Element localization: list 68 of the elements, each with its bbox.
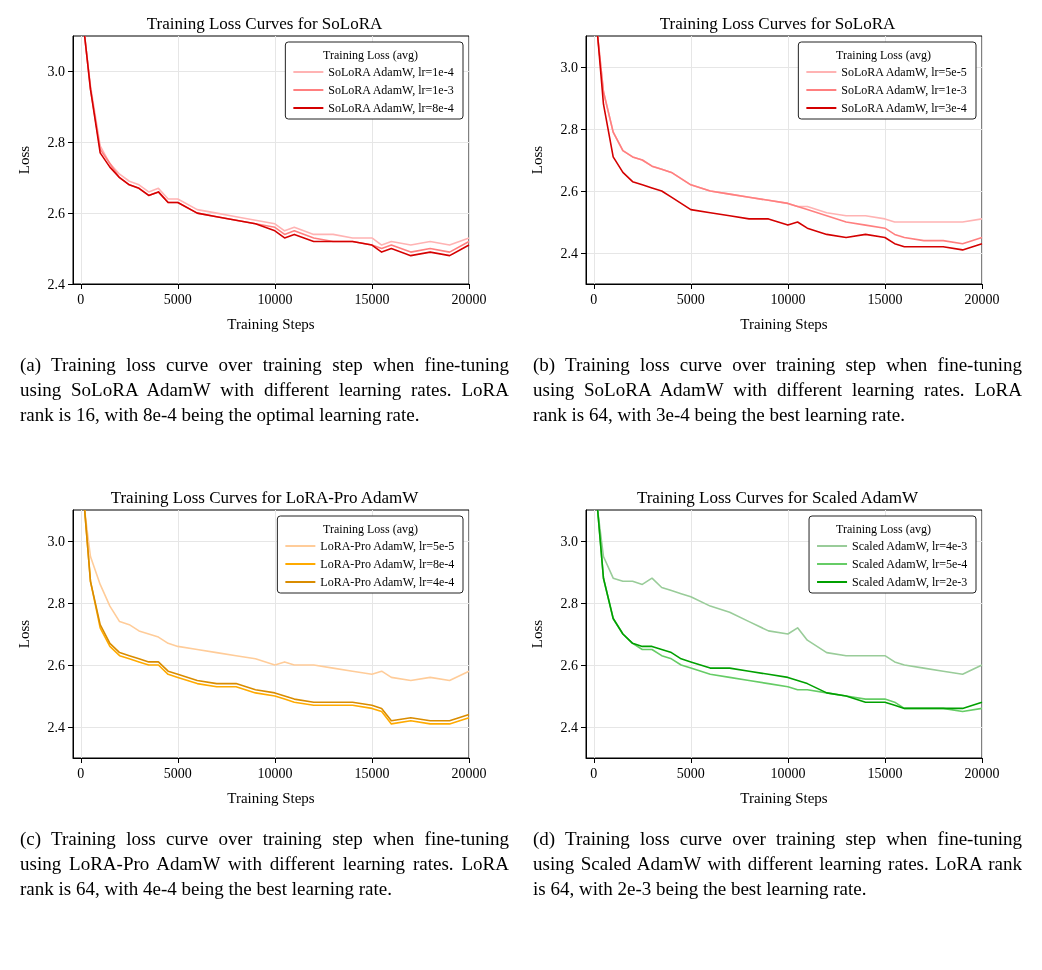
x-tick-label: 20000: [451, 291, 487, 307]
y-tick-label: 3.0: [560, 533, 578, 549]
x-tick-label: 15000: [867, 291, 903, 307]
x-tick-label: 10000: [770, 291, 806, 307]
legend-title: Training Loss (avg): [836, 48, 931, 62]
x-tick-label: 15000: [354, 765, 390, 781]
y-tick-label: 2.8: [560, 595, 578, 611]
x-axis-title: Training Steps: [227, 315, 315, 332]
x-tick-label: 20000: [964, 765, 1000, 781]
legend-title: Training Loss (avg): [323, 48, 418, 62]
chart-title: Training Loss Curves for Scaled AdamW: [636, 488, 920, 507]
x-tick-label: 0: [590, 291, 598, 307]
y-tick-label: 2.8: [560, 121, 578, 137]
x-tick-label: 10000: [257, 291, 293, 307]
chart-title: Training Loss Curves for SoLoRA: [146, 14, 383, 33]
text: (c) Training loss curve over training step when fine-tuning using LoRA-Pro AdamW with different learning rates. LoRA rank is 64, with 4e-4 being the best learning rate.: [20, 827, 509, 901]
y-tick-label: 2.4: [560, 719, 578, 735]
legend-label: SoLoRA AdamW, lr=1e-4: [328, 65, 454, 79]
legend-title: Training Loss (avg): [323, 522, 418, 536]
legend-label: SoLoRA AdamW, lr=1e-3: [841, 83, 967, 97]
x-tick-label: 20000: [451, 765, 487, 781]
legend-label: SoLoRA AdamW, lr=5e-5: [841, 65, 967, 79]
x-axis-title: Training Steps: [740, 789, 828, 806]
y-tick-label: 2.8: [47, 134, 65, 150]
legend-title: Training Loss (avg): [836, 522, 931, 536]
legend-label: SoLoRA AdamW, lr=8e-4: [328, 101, 454, 115]
x-tick-label: 15000: [354, 291, 390, 307]
y-tick-label: 3.0: [47, 63, 65, 79]
y-axis-title: Loss: [528, 619, 545, 649]
x-tick-label: 5000: [676, 765, 705, 781]
chart-title: Training Loss Curves for SoLoRA: [659, 14, 896, 33]
y-axis-title: Loss: [15, 145, 32, 175]
legend-label: LoRA-Pro AdamW, lr=4e-4: [320, 575, 455, 589]
x-tick-label: 5000: [163, 291, 192, 307]
text: (d) Training loss curve over training step when fine-tuning using Scaled AdamW with different learning rates. LoRA rank is 64, with 2e-3 being the best learning rate.: [533, 827, 1022, 901]
legend-label: Scaled AdamW, lr=2e-3: [852, 575, 968, 589]
y-tick-label: 2.6: [560, 183, 578, 199]
y-tick-label: 2.6: [560, 657, 578, 673]
x-tick-label: 5000: [163, 765, 192, 781]
y-tick-label: 2.4: [560, 245, 578, 261]
x-tick-label: 15000: [867, 765, 903, 781]
legend-label: Scaled AdamW, lr=5e-4: [852, 557, 968, 571]
x-axis-title: Training Steps: [740, 315, 828, 332]
x-tick-label: 10000: [770, 765, 806, 781]
x-tick-label: 0: [77, 765, 85, 781]
x-tick-label: 5000: [676, 291, 705, 307]
x-tick-label: 0: [77, 291, 85, 307]
text: (b) Training loss curve over training step when fine-tuning using SoLoRA AdamW with different learning rates. LoRA rank is 64, with 3e-4 being the best learning rate.: [533, 353, 1022, 427]
y-tick-label: 3.0: [560, 59, 578, 75]
legend-label: Scaled AdamW, lr=4e-3: [852, 539, 968, 553]
text: (a) Training loss curve over training step when fine-tuning using SoLoRA AdamW with different learning rates. LoRA rank is 16, with 8e-4 being the optimal learning rate.: [20, 353, 509, 427]
y-tick-label: 2.8: [47, 595, 65, 611]
chart-title: Training Loss Curves for LoRA-Pro AdamW: [110, 488, 420, 507]
x-tick-label: 20000: [964, 291, 1000, 307]
y-tick-label: 3.0: [47, 533, 65, 549]
legend-label: LoRA-Pro AdamW, lr=5e-5: [320, 539, 455, 553]
x-tick-label: 0: [590, 765, 598, 781]
legend-label: SoLoRA AdamW, lr=1e-3: [328, 83, 454, 97]
legend-label: SoLoRA AdamW, lr=3e-4: [841, 101, 967, 115]
y-axis-title: Loss: [528, 145, 545, 175]
legend-label: LoRA-Pro AdamW, lr=8e-4: [320, 557, 455, 571]
x-tick-label: 10000: [257, 765, 293, 781]
y-tick-label: 2.6: [47, 205, 65, 221]
x-axis-title: Training Steps: [227, 789, 315, 806]
y-axis-title: Loss: [15, 619, 32, 649]
y-tick-label: 2.4: [47, 276, 65, 292]
y-tick-label: 2.4: [47, 719, 65, 735]
y-tick-label: 2.6: [47, 657, 65, 673]
